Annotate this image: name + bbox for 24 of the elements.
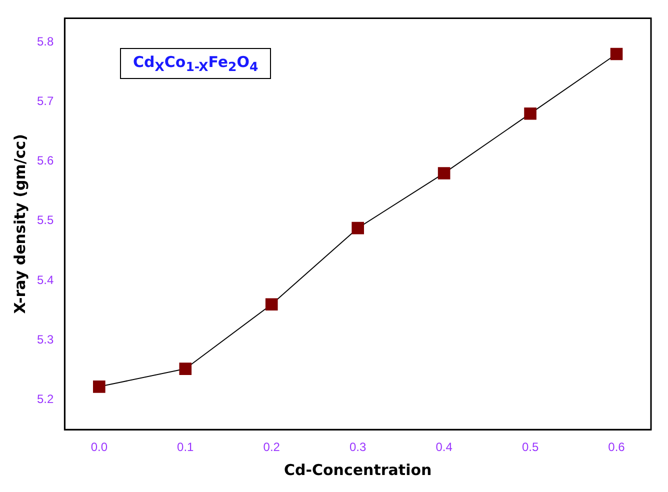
- y-tick-label: 5.3: [36, 332, 54, 346]
- x-tick-label: 0.0: [90, 440, 108, 454]
- point: [179, 362, 192, 375]
- y-tick-label: 5.8: [36, 34, 54, 48]
- y-tick-label: 5.7: [36, 94, 54, 108]
- point: [610, 48, 623, 60]
- x-tick-label: 0.3: [349, 440, 367, 454]
- y-tick-label: 5.2: [36, 392, 54, 406]
- point: [352, 222, 364, 234]
- x-tick-label: 0.6: [608, 440, 626, 454]
- point: [93, 380, 106, 393]
- y-axis-title: X-ray density (gm/cc): [10, 134, 29, 314]
- annotation: Cd$_{X}$Co$_{1-X}$Fe$_{2}$O$_{4}$: [120, 48, 272, 79]
- point: [524, 107, 536, 120]
- x-tick-label: 0.4: [436, 440, 453, 454]
- x-tick-label: 0.2: [263, 440, 280, 454]
- point: [265, 298, 278, 311]
- x-tick-label: 0.1: [177, 440, 194, 454]
- x-tick-label: 0.5: [522, 440, 539, 454]
- y-tick-label: 5.5: [36, 213, 54, 228]
- y-tick-label: 5.6: [36, 154, 54, 168]
- y-tick-label: 5.4: [36, 272, 54, 287]
- point: [438, 167, 450, 180]
- x-axis-title: Cd-Concentration: [284, 460, 432, 479]
